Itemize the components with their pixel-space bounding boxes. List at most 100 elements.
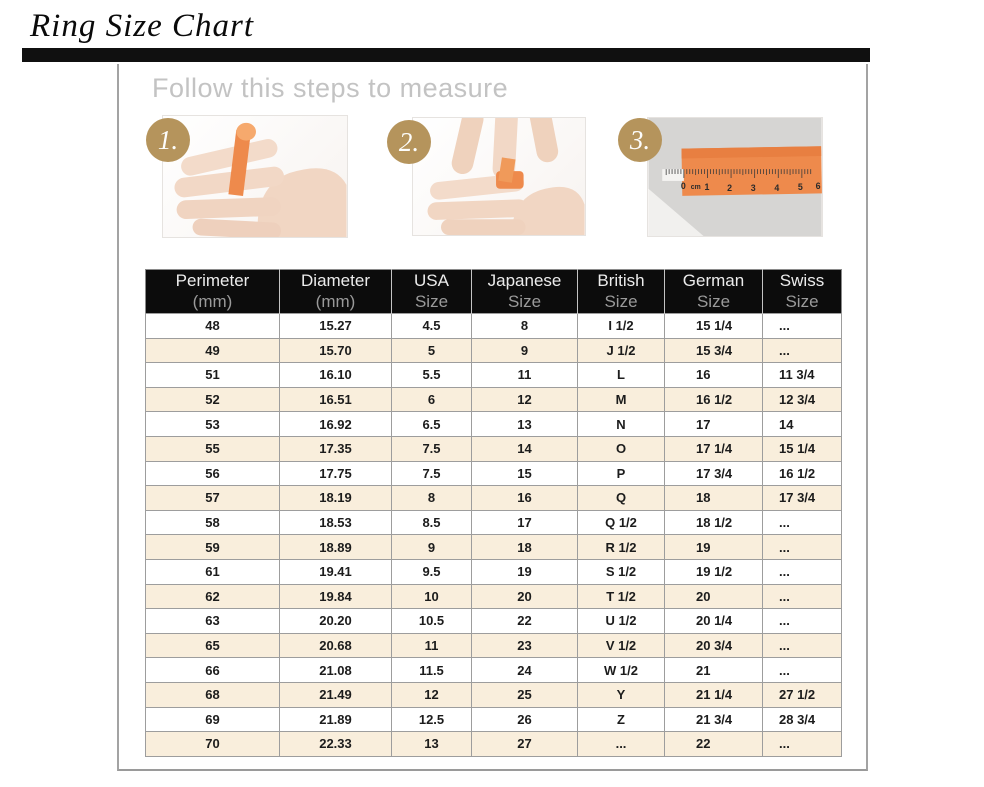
table-row: 57 18.19 8 16 Q 18 17 3/4 — [145, 485, 842, 511]
table-cell: 6.5 — [391, 411, 472, 437]
table-cell: 22 — [664, 731, 763, 757]
table-cell: 12 — [391, 681, 472, 708]
table-cell: V 1/2 — [577, 632, 665, 659]
table-cell: ... — [762, 657, 842, 683]
table-cell: 15.27 — [279, 313, 392, 339]
table-cell: P — [577, 460, 665, 487]
table-row: 49 15.70 5 9 J 1/2 15 3/4... — [145, 337, 842, 364]
table-row: 65 20.68 11 23 V 1/2 20 3/4... — [145, 632, 842, 659]
table-cell: ... — [762, 583, 842, 610]
table-cell: ... — [762, 337, 842, 364]
table-cell: ... — [762, 731, 842, 757]
header-line1: German — [682, 270, 745, 290]
table-cell: 20.20 — [279, 608, 392, 634]
table-cell: 26 — [471, 706, 578, 733]
table-cell: T 1/2 — [577, 583, 665, 610]
table-cell: 11.5 — [391, 657, 472, 683]
column-header-british-size: British Size — [577, 269, 665, 314]
column-header-perimeter: Perimeter (mm) — [145, 269, 280, 314]
step-1-badge: 1. — [146, 118, 190, 162]
table-cell: 17 3/4 — [664, 460, 763, 487]
header-line2: Size — [696, 291, 731, 311]
table-cell: 17.75 — [279, 460, 392, 487]
hand-shape — [174, 139, 347, 237]
table-cell: 65 — [145, 632, 280, 659]
ruler-label-2: 2 — [727, 183, 732, 193]
table-cell: 9 — [391, 534, 472, 560]
table-cell: 27 1/2 — [762, 681, 842, 708]
table-cell: 11 — [471, 362, 578, 388]
title-underline-bar — [22, 48, 870, 62]
table-cell: 20.68 — [279, 632, 392, 659]
header-line2: Size — [414, 291, 449, 311]
table-cell: 6 — [391, 386, 472, 413]
table-cell: 53 — [145, 411, 280, 437]
table-cell: 19 1/2 — [664, 558, 763, 585]
table-cell: 9.5 — [391, 558, 472, 585]
table-cell: 21.49 — [279, 681, 392, 708]
page-title: Ring Size Chart — [30, 8, 255, 44]
table-cell: 49 — [145, 337, 280, 364]
header-line1: Swiss — [779, 270, 825, 290]
table-cell: 12.5 — [391, 706, 472, 733]
table-cell: 16.51 — [279, 386, 392, 413]
table-cell: 15 1/4 — [762, 435, 842, 462]
steps-heading: Follow this steps to measure — [152, 73, 509, 103]
column-header-japanese-size: Japanese Size — [471, 269, 578, 314]
ruler-measure-illustration: 0 cm 1 2 3 4 5 6 — [648, 118, 822, 236]
table-cell: 48 — [145, 313, 280, 339]
table-cell: 66 — [145, 657, 280, 683]
table-cell: Y — [577, 681, 665, 708]
table-cell: 68 — [145, 681, 280, 708]
table-cell: Z — [577, 706, 665, 733]
ruler-label-5: 5 — [798, 182, 803, 192]
table-cell: 25 — [471, 681, 578, 708]
table-cell: 57 — [145, 485, 280, 511]
table-cell: ... — [577, 731, 665, 757]
ruler-label-0: 0 — [681, 181, 686, 191]
table-row: 48 15.27 4.5 8 I 1/2 15 1/4... — [145, 313, 842, 339]
table-row: 56 17.75 7.5 15 P 17 3/4 16 1/2 — [145, 460, 842, 487]
header-line1: Japanese — [487, 270, 562, 290]
table-cell: 21.08 — [279, 657, 392, 683]
table-cell: 8 — [391, 485, 472, 511]
step-1-photo: 1. — [146, 115, 348, 238]
table-cell: 16 1/2 — [664, 386, 763, 413]
table-cell: 10 — [391, 583, 472, 610]
table-cell: 5.5 — [391, 362, 472, 388]
table-cell: 15 3/4 — [664, 337, 763, 364]
ruler-ticks — [665, 169, 812, 178]
header-line1: Perimeter — [175, 270, 250, 290]
table-cell: 18.19 — [279, 485, 392, 511]
table-cell: 5 — [391, 337, 472, 364]
table-cell: 21.89 — [279, 706, 392, 733]
table-cell: 12 3/4 — [762, 386, 842, 413]
table-cell: I 1/2 — [577, 313, 665, 339]
table-cell: 19.41 — [279, 558, 392, 585]
header-line1: USA — [414, 270, 449, 290]
table-cell: ... — [762, 558, 842, 585]
ruler-label-cm: cm — [691, 184, 701, 191]
table-header-row: Perimeter (mm) Diameter (mm) USA Size Japan… — [145, 269, 842, 314]
table-cell: 11 3/4 — [762, 362, 842, 388]
ruler-label-1: 1 — [705, 182, 710, 192]
table-cell: 58 — [145, 509, 280, 536]
header-line2: (mm) — [315, 291, 356, 311]
table-cell: 17 — [664, 411, 763, 437]
table-cell: O — [577, 435, 665, 462]
table-cell: W 1/2 — [577, 657, 665, 683]
header-line2: Size — [604, 291, 638, 311]
ruler-label-3: 3 — [751, 183, 756, 193]
table-cell: 4.5 — [391, 313, 472, 339]
header-line2: (mm) — [192, 291, 233, 311]
orange-strip — [228, 122, 256, 197]
table-cell: 19 — [471, 558, 578, 585]
table-cell: 10.5 — [391, 608, 472, 634]
table-cell: 16 — [664, 362, 763, 388]
table-cell: 14 — [762, 411, 842, 437]
table-cell: 70 — [145, 731, 280, 757]
table-cell: 55 — [145, 435, 280, 462]
table-row: 52 16.51 6 12 M 16 1/2 12 3/4 — [145, 386, 842, 413]
table-cell: 13 — [391, 731, 472, 757]
table-cell: 28 3/4 — [762, 706, 842, 733]
